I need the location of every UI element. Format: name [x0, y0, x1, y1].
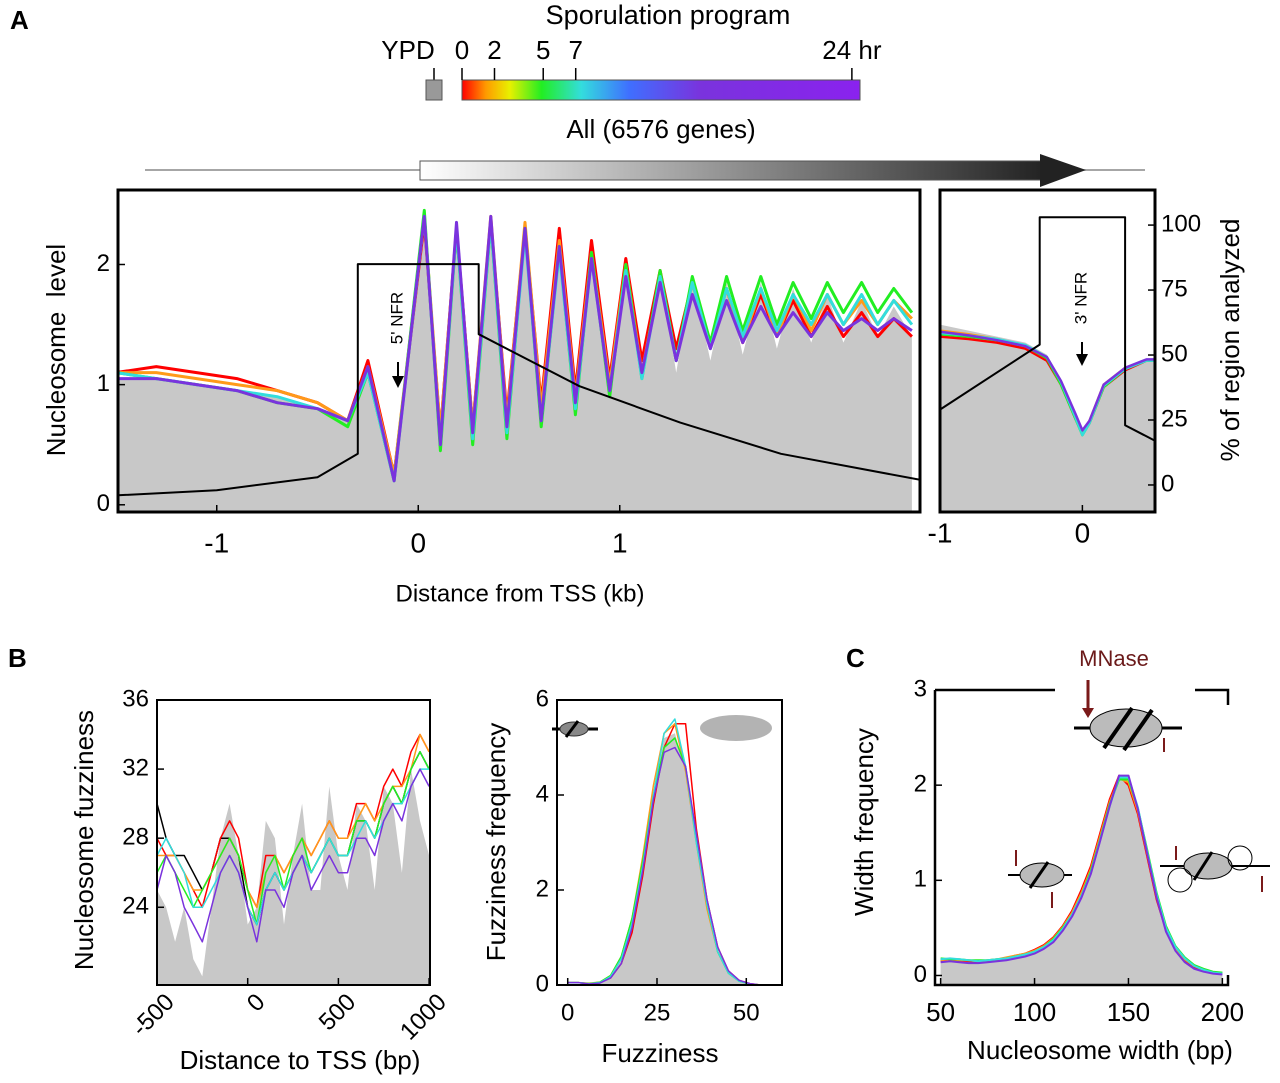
x-tick-label: 0 [1075, 517, 1091, 548]
x-tick-label: 1000 [395, 989, 452, 1046]
axis-frame [116, 188, 922, 514]
plot-area [940, 774, 1223, 985]
x-tick-label: 0 [410, 527, 426, 558]
axis-frame [933, 688, 1230, 987]
y-tick-label: 0 [914, 961, 927, 988]
area [940, 780, 1223, 985]
annotation: 3' NFR [1071, 272, 1090, 324]
line [567, 746, 772, 985]
y2-tick-label: 25 [1161, 405, 1188, 432]
coverage-line [940, 216, 1155, 442]
y-axis-label: Nucleosome fuzziness [69, 710, 99, 970]
y-tick-label: 0 [536, 970, 549, 997]
fuzzy-nucleosome-icon [700, 715, 772, 741]
x-tick-label: 1 [612, 527, 628, 558]
y-tick-label: 32 [122, 754, 149, 781]
y-tick-label: 24 [122, 893, 149, 920]
chart-subtitle: All (6576 genes) [566, 114, 755, 144]
y2-axis-label: % of region analyzed [1215, 219, 1245, 462]
y-tick-label: 4 [536, 780, 549, 807]
y-axis-label: Nucleosome level [41, 244, 71, 456]
area [157, 769, 430, 985]
line [118, 208, 914, 483]
colorbar-tick-label: 2 [487, 35, 501, 65]
colorbar-tick-label: 5 [536, 35, 550, 65]
y2-tick-label: 0 [1161, 470, 1174, 497]
annotation: MNase [1079, 646, 1149, 671]
y-tick-label: 2 [536, 875, 549, 902]
y-tick-label: 2 [914, 771, 927, 798]
y-axis-label: Fuzziness frequency [481, 723, 511, 961]
coverage-line [118, 263, 920, 497]
x-tick-label: 0 [561, 999, 574, 1026]
x-axis-label: Fuzziness [601, 1038, 718, 1068]
nucleosome-icon [1008, 680, 1270, 908]
x-tick-label: 200 [1201, 997, 1244, 1027]
gene-arrowhead [1040, 154, 1086, 187]
line [157, 768, 430, 943]
y2-tick-label: 50 [1161, 340, 1188, 367]
x-tick-label: 25 [644, 999, 671, 1026]
x-tick-label: 150 [1107, 997, 1150, 1027]
y2-tick-label: 100 [1161, 210, 1201, 237]
plot-area [567, 718, 772, 985]
y2-tick-label: 75 [1161, 275, 1188, 302]
y-tick-label: 3 [914, 675, 927, 702]
y-tick-label: 6 [536, 685, 549, 712]
chart-title: Sporulation program [546, 0, 791, 30]
ypd-swatch [425, 79, 443, 101]
y-tick-label: 1 [97, 370, 110, 397]
y-axis-label: Width frequency [849, 728, 879, 916]
x-axis-label: Distance from TSS (kb) [396, 580, 645, 607]
x-tick-label: 500 [314, 989, 361, 1036]
annotation-arrowhead [392, 376, 404, 388]
plot-area [157, 733, 430, 985]
y-tick-label: 1 [914, 866, 927, 893]
colorbar-tick-label: 7 [568, 35, 582, 65]
x-tick-label: -1 [204, 527, 229, 558]
line [940, 774, 1223, 976]
plot-area [940, 216, 1155, 512]
x-axis-label: Distance to TSS (bp) [180, 1045, 421, 1075]
colorbar-tick-label: 0 [455, 35, 469, 65]
axis-frame [938, 188, 1157, 514]
x-axis-label: Nucleosome width (bp) [967, 1035, 1233, 1065]
axis-frame [556, 699, 783, 986]
plot-area [118, 208, 920, 512]
sharp-nucleosome-icon [552, 720, 598, 738]
annotation-arrowhead [1076, 354, 1088, 366]
x-tick-label: -500 [127, 989, 180, 1042]
panel-label: C [846, 643, 865, 673]
x-tick-label: 50 [733, 999, 760, 1026]
annotation: 5' NFR [387, 292, 406, 344]
panel-label: A [10, 5, 29, 35]
y-tick-label: 2 [97, 250, 110, 277]
gene-body [419, 160, 1046, 181]
colorbar [461, 79, 861, 101]
area [940, 324, 1155, 512]
axis-frame [156, 699, 431, 986]
x-tick-label: 0 [242, 989, 271, 1018]
y-tick-label: 28 [122, 824, 149, 851]
colorbar-tick-label: 24 hr [822, 35, 882, 65]
y-tick-label: 36 [122, 685, 149, 712]
y-tick-label: 0 [97, 490, 110, 517]
panel-label: B [8, 643, 27, 673]
x-tick-label: -1 [928, 517, 953, 548]
x-tick-label: 50 [926, 997, 955, 1027]
x-tick-label: 100 [1013, 997, 1056, 1027]
line [157, 751, 430, 926]
line [118, 214, 913, 483]
area [567, 733, 772, 985]
ypd-label: YPD [381, 35, 434, 65]
